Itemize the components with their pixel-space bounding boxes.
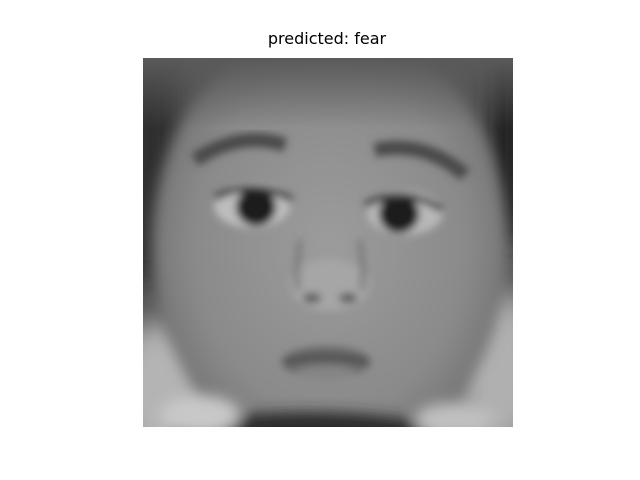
eyes — [213, 184, 444, 235]
eyebrows — [191, 133, 470, 181]
hair-shadow — [143, 58, 513, 128]
clothing — [160, 395, 495, 427]
mouth — [281, 346, 371, 380]
face-image — [143, 58, 513, 427]
title: predicted: fear — [268, 29, 387, 48]
nose — [290, 239, 370, 311]
